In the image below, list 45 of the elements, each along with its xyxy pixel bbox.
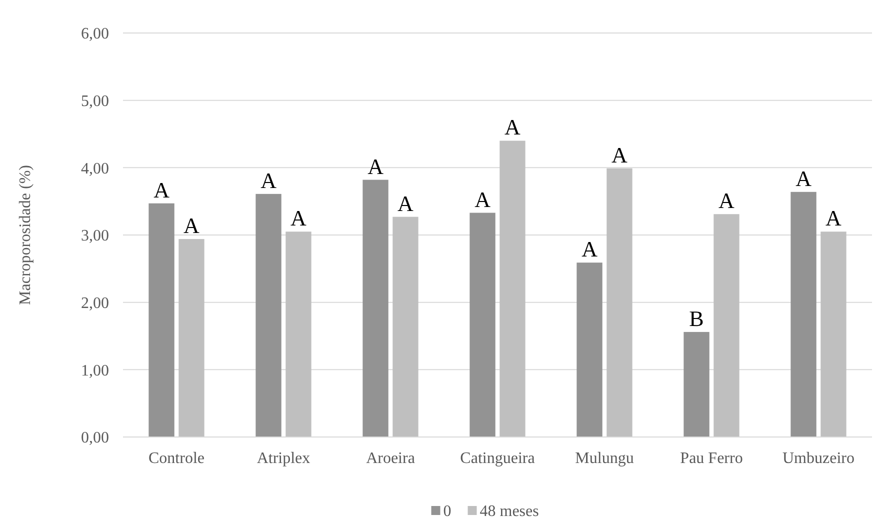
bar: [392, 216, 418, 437]
y-tick-label: 6,00: [81, 26, 109, 43]
bar: [178, 239, 204, 437]
annotation: B: [689, 306, 704, 331]
bar: [470, 212, 496, 437]
y-tick-label: 0,00: [81, 430, 109, 447]
annotation: A: [398, 190, 414, 216]
bar: [606, 168, 632, 437]
x-tick-label: Atriplex: [256, 450, 310, 467]
bar: [790, 192, 816, 437]
annotation: A: [796, 166, 812, 191]
y-tick-label: 1,00: [81, 362, 109, 380]
annotation: A: [290, 206, 307, 231]
y-tick-label: 5,00: [81, 92, 109, 110]
x-tick-label: Controle: [148, 450, 204, 467]
y-axis-title: Macroporosidade (%): [17, 165, 34, 305]
bar: [714, 214, 740, 437]
bar: [500, 140, 526, 437]
legend-label: 48 meses: [480, 503, 539, 520]
x-tick-label: Mulungu: [575, 450, 634, 467]
annotation: A: [154, 177, 170, 202]
y-tick-label: 3,00: [81, 228, 109, 245]
bar: [684, 332, 710, 437]
x-tick-label: Umbuzeiro: [782, 450, 854, 467]
bar: [576, 262, 602, 437]
bar: [286, 232, 312, 437]
annotation: A: [612, 142, 628, 168]
annotation: A: [368, 154, 384, 179]
x-tick-label: Pau Ferro: [680, 450, 743, 467]
annotation: A: [184, 213, 200, 238]
bar: [820, 232, 846, 437]
annotation: A: [582, 236, 598, 262]
annotation: A: [504, 114, 521, 140]
y-tick-label: 2,00: [81, 294, 109, 312]
legend-label: 0: [443, 503, 452, 520]
x-tick-label: Catingueira: [460, 450, 535, 467]
y-tick-label: 4,00: [81, 160, 109, 178]
x-tick-label: Aroeira: [366, 450, 415, 467]
annotation: A: [260, 168, 277, 193]
bar: [148, 203, 174, 437]
annotation: A: [718, 188, 735, 214]
annotation: A: [826, 206, 842, 231]
bar: [256, 194, 282, 437]
bar: [362, 180, 388, 437]
annotation: A: [474, 186, 491, 212]
